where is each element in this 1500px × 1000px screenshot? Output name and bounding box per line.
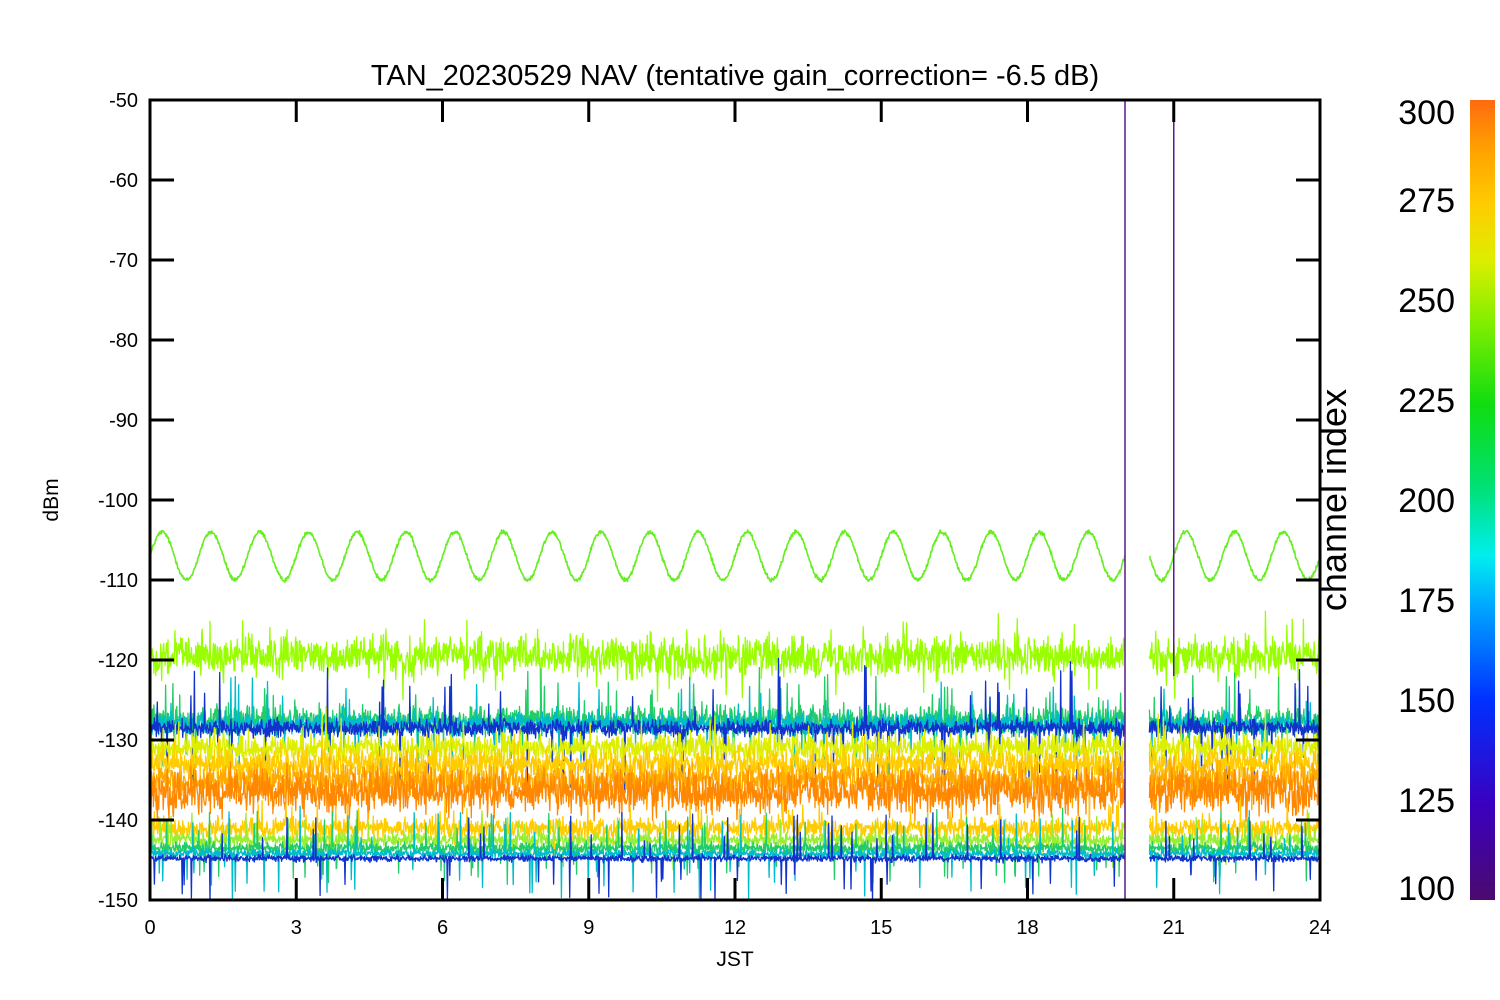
y-tick-label: -120: [98, 650, 138, 672]
colorbar-tick-label: 150: [1398, 682, 1455, 720]
colorbar-label: channel index: [1313, 389, 1354, 611]
plot-area: [151, 529, 1320, 899]
x-tick-label: 21: [1163, 917, 1185, 939]
y-axis-label: dBm: [40, 478, 63, 521]
y-tick-label: -60: [109, 170, 138, 192]
y-tick-label: -140: [98, 810, 138, 832]
series-line-0: [151, 529, 1320, 583]
colorbar-tick-label: 250: [1398, 282, 1455, 320]
colorbar-tick-label: 175: [1398, 582, 1455, 620]
x-tick-label: 6: [437, 917, 448, 939]
y-tick-label: -110: [99, 570, 138, 592]
x-tick-label: 9: [583, 917, 594, 939]
y-axis: -50 -60 -70 -80 -90 -100 -110 -120 -130 -140 -150: [98, 90, 1320, 912]
x-axis-label: JST: [716, 948, 754, 971]
colorbar-ticks: 300 275 250 225 200 175 150 125 100: [1398, 94, 1455, 908]
x-tick-label: 24: [1309, 917, 1331, 939]
x-axis: 0 3 6 9 12 15 18 21 24: [144, 100, 1331, 939]
series-line-8: [151, 761, 1320, 823]
colorbar-tick-label: 275: [1398, 182, 1455, 220]
y-tick-label: -80: [109, 330, 138, 352]
y-tick-label: -50: [109, 90, 138, 112]
x-tick-label: 12: [724, 917, 746, 939]
colorbar-tick-label: 125: [1398, 782, 1455, 820]
colorbar-tick-label: 100: [1398, 870, 1455, 908]
x-tick-label: 0: [144, 917, 155, 939]
spike-lines: [1124, 101, 1175, 899]
colorbar-tick-label: 300: [1398, 94, 1455, 132]
colorbar: [1470, 100, 1495, 900]
series-line-9: [151, 794, 1320, 858]
x-tick-label: 18: [1016, 917, 1038, 939]
chart-title: TAN_20230529 NAV (tentative gain_correct…: [371, 60, 1099, 92]
y-tick-label: -90: [109, 410, 138, 432]
y-tick-label: -150: [98, 890, 138, 912]
x-tick-label: 3: [291, 917, 302, 939]
series-line-4: [151, 657, 1320, 796]
colorbar-tick-label: 225: [1398, 382, 1455, 420]
series-line-13: [151, 812, 1320, 899]
x-tick-label: 15: [870, 917, 892, 939]
series-line-5: [151, 705, 1320, 778]
series-line-11: [151, 807, 1320, 885]
y-tick-label: -70: [109, 250, 138, 272]
colorbar-tick-label: 200: [1398, 482, 1455, 520]
series-line-1: [151, 610, 1320, 703]
y-tick-label: -100: [98, 490, 138, 512]
y-tick-label: -130: [98, 730, 138, 752]
